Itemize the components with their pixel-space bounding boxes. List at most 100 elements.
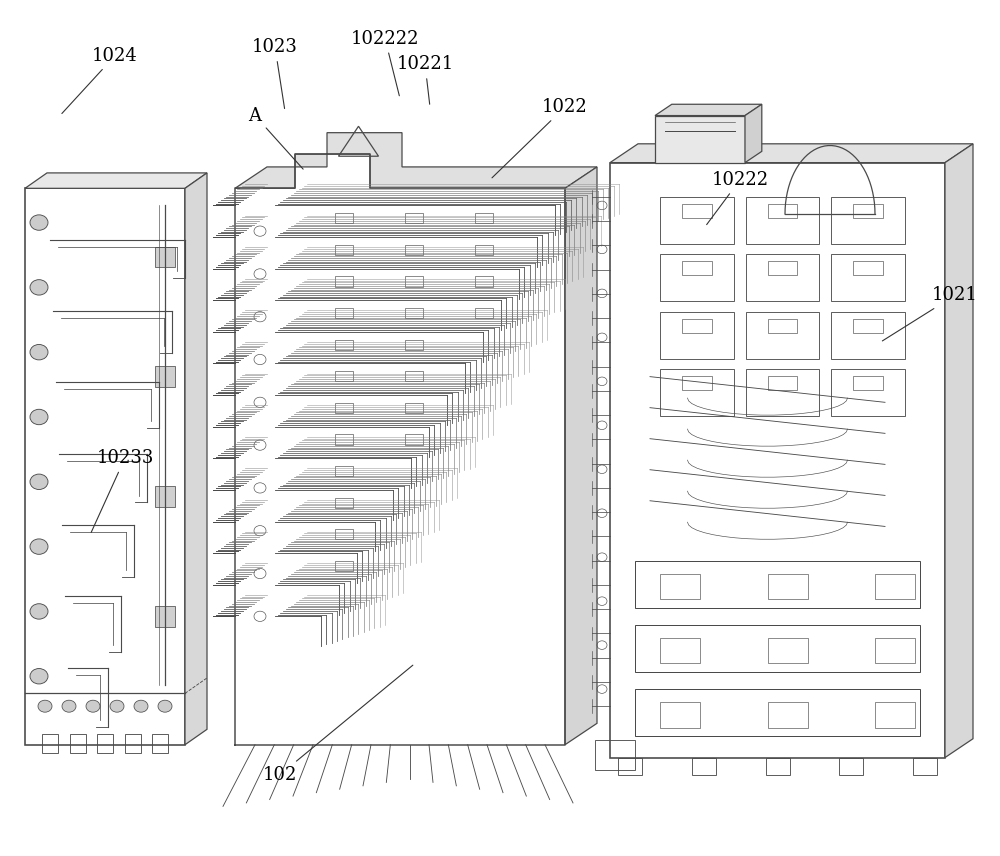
Bar [746, 312, 819, 359]
Text: 1024: 1024 [62, 46, 138, 114]
Bar [155, 247, 175, 267]
Circle shape [62, 700, 76, 712]
Bar [405, 245, 423, 255]
Bar [405, 372, 423, 382]
Text: A: A [248, 106, 303, 169]
Bar [335, 372, 353, 382]
Bar [913, 758, 937, 775]
Bar [746, 197, 819, 244]
Bar [660, 574, 700, 599]
Bar [746, 369, 819, 416]
Bar [768, 702, 808, 728]
Circle shape [30, 344, 48, 360]
Bar [875, 638, 915, 663]
Bar [335, 340, 353, 350]
Bar [124, 734, 140, 753]
Bar [660, 702, 700, 728]
Bar [853, 318, 883, 333]
Bar [853, 204, 883, 218]
Text: 1021: 1021 [882, 286, 978, 341]
Polygon shape [610, 144, 973, 163]
Bar [335, 308, 353, 318]
Text: 102: 102 [263, 665, 413, 784]
Bar [875, 702, 915, 728]
Bar [618, 758, 642, 775]
Bar [335, 529, 353, 539]
Bar [475, 245, 493, 255]
Bar [335, 434, 353, 444]
Polygon shape [185, 173, 207, 745]
Bar [831, 312, 905, 359]
Bar [768, 638, 808, 663]
Bar [635, 625, 920, 672]
Bar [475, 276, 493, 287]
Bar [475, 308, 493, 318]
Circle shape [158, 700, 172, 712]
Polygon shape [25, 173, 207, 188]
Bar [635, 561, 920, 608]
Polygon shape [565, 167, 597, 745]
Bar [595, 740, 635, 770]
Circle shape [134, 700, 148, 712]
Bar [405, 340, 423, 350]
Bar [853, 261, 883, 276]
Bar [405, 276, 423, 287]
Bar [155, 486, 175, 507]
Bar [405, 308, 423, 318]
Bar [97, 734, 113, 753]
Bar [768, 318, 797, 333]
Circle shape [30, 474, 48, 490]
Bar [682, 318, 712, 333]
Bar [405, 213, 423, 223]
Circle shape [30, 539, 48, 555]
Text: 102222: 102222 [351, 29, 419, 96]
Circle shape [30, 215, 48, 230]
Bar [335, 497, 353, 508]
Bar [335, 276, 353, 287]
Bar [768, 376, 797, 390]
Bar [660, 254, 734, 301]
Text: 10221: 10221 [396, 55, 454, 104]
Circle shape [30, 409, 48, 425]
Text: 1022: 1022 [492, 98, 588, 178]
Bar [831, 369, 905, 416]
Circle shape [30, 669, 48, 684]
Text: 10222: 10222 [707, 170, 769, 224]
Polygon shape [655, 104, 762, 116]
Bar [875, 574, 915, 599]
Text: 10233: 10233 [91, 449, 154, 532]
Bar [475, 213, 493, 223]
Bar [155, 606, 175, 627]
Bar [152, 734, 168, 753]
Bar [682, 204, 712, 218]
Circle shape [30, 280, 48, 295]
Bar [155, 366, 175, 387]
Bar [692, 758, 716, 775]
Bar [768, 574, 808, 599]
Bar [70, 734, 86, 753]
Circle shape [110, 700, 124, 712]
Bar [768, 204, 797, 218]
Bar [335, 561, 353, 571]
Bar [766, 758, 790, 775]
Bar [335, 403, 353, 413]
Polygon shape [745, 104, 762, 163]
Bar [42, 734, 58, 753]
Bar [839, 758, 863, 775]
Bar [682, 376, 712, 390]
Bar [746, 254, 819, 301]
Bar [635, 689, 920, 736]
Circle shape [38, 700, 52, 712]
Text: 1023: 1023 [252, 38, 298, 109]
Bar [768, 261, 797, 276]
Bar [831, 254, 905, 301]
Polygon shape [235, 133, 597, 188]
Bar [335, 245, 353, 255]
Bar [660, 638, 700, 663]
Bar [660, 312, 734, 359]
Bar [831, 197, 905, 244]
Bar [660, 369, 734, 416]
Bar [335, 466, 353, 476]
Polygon shape [945, 144, 973, 758]
Circle shape [86, 700, 100, 712]
